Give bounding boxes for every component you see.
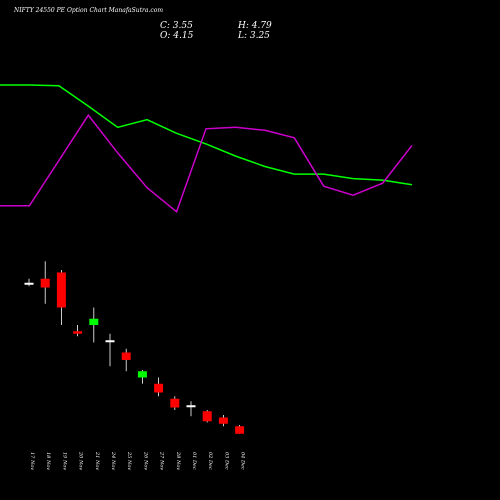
overlay-line-magenta bbox=[0, 113, 413, 214]
candle-body bbox=[105, 340, 115, 343]
candle bbox=[137, 370, 147, 384]
close-readout: C: 3.55 bbox=[160, 21, 193, 31]
overlay-line-green bbox=[0, 84, 413, 186]
candle bbox=[154, 377, 164, 397]
x-tick-label: 17 Nov bbox=[29, 452, 35, 470]
x-tick-label: 21 Nov bbox=[94, 451, 100, 470]
candle-body bbox=[202, 411, 212, 422]
candle bbox=[24, 278, 34, 287]
candle-body bbox=[24, 282, 34, 285]
x-tick-label: 04 Dec bbox=[240, 452, 246, 470]
x-tick-label: 02 Dec bbox=[207, 452, 213, 470]
candle-body bbox=[154, 383, 164, 393]
candle-body bbox=[170, 398, 180, 408]
x-tick-label: 25 Nov bbox=[126, 451, 132, 470]
low-readout: L: 3.25 bbox=[237, 31, 270, 41]
x-tick-label: 27 Nov bbox=[159, 451, 165, 470]
x-tick-label: 01 Dec bbox=[191, 452, 197, 470]
candle bbox=[170, 396, 180, 410]
candle-body bbox=[121, 352, 131, 360]
x-tick-label: 03 Dec bbox=[223, 452, 229, 470]
candle bbox=[121, 348, 131, 372]
candle-body bbox=[218, 417, 228, 424]
candle bbox=[218, 415, 228, 427]
candle-body bbox=[137, 371, 147, 378]
x-tick-label: 18 Nov bbox=[45, 452, 51, 470]
high-readout: H: 4.79 bbox=[237, 21, 272, 31]
open-readout: O: 4.15 bbox=[160, 31, 194, 41]
candle bbox=[235, 425, 245, 434]
candle-body bbox=[89, 318, 99, 325]
candle-body bbox=[235, 426, 245, 434]
x-tick-label: 26 Nov bbox=[142, 451, 148, 470]
candle bbox=[56, 270, 66, 325]
candle-body bbox=[186, 405, 196, 408]
x-tick-label: 28 Nov bbox=[175, 451, 181, 470]
x-tick-label: 20 Nov bbox=[78, 451, 84, 470]
candle bbox=[105, 333, 115, 367]
candle bbox=[40, 261, 50, 304]
candle bbox=[89, 307, 99, 343]
x-axis-ticks: 17 Nov 18 Nov 19 Nov 20 Nov 21 Nov 24 Nov 25 N… bbox=[29, 451, 246, 470]
candle bbox=[186, 401, 196, 417]
candle-body bbox=[40, 278, 50, 288]
x-tick-label: 24 Nov bbox=[110, 451, 116, 470]
x-tick-label: 19 Nov bbox=[61, 452, 67, 470]
chart-title: NIFTY 24550 PE Option Chart ManafaSutra.… bbox=[13, 7, 163, 14]
candle-body bbox=[73, 331, 83, 334]
candles-group bbox=[24, 261, 245, 434]
candle bbox=[73, 325, 83, 337]
candle bbox=[202, 410, 212, 423]
candle-body bbox=[56, 272, 66, 308]
